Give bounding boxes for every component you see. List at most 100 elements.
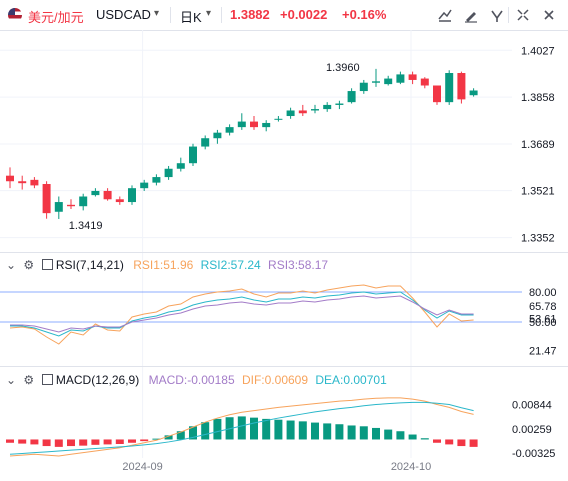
us-flag-icon (8, 8, 22, 22)
y-tick-label: 1.3352 (521, 233, 555, 245)
macd-histogram-bar (201, 422, 210, 440)
candle-body (250, 121, 258, 128)
candle-body (103, 190, 112, 200)
candle-body (18, 181, 27, 184)
gear-icon[interactable]: ⚙ (23, 373, 35, 387)
candle-body (115, 199, 124, 203)
y-tick-label: 1.4027 (521, 45, 555, 57)
candle-body (286, 110, 295, 117)
rsi-name: RSI(7,14,21) (55, 258, 124, 272)
last-price: 1.3882 (230, 7, 270, 22)
y-tick-label: 1.3689 (521, 139, 555, 151)
candle-body (140, 182, 149, 189)
dif-value: DIF:0.00609 (241, 373, 309, 387)
x-axis-label: 2024-09 (122, 461, 162, 473)
macd-histogram-bar (128, 439, 136, 443)
drawing-icon[interactable] (462, 6, 480, 24)
macd-histogram-bar (335, 424, 344, 440)
candle-body (274, 118, 283, 120)
indicator-icon[interactable] (436, 6, 454, 24)
rsi-y-tick-label: 53.61 (529, 313, 557, 325)
macd-histogram-bar (445, 439, 454, 445)
rsi-toggle-icon[interactable] (41, 259, 53, 270)
timeframe-selector[interactable]: 日K (180, 10, 202, 25)
macd-histogram-bar (469, 439, 478, 447)
macd-dif-line (9, 397, 474, 457)
candle-body (237, 121, 246, 128)
rsi-series-line (9, 284, 474, 345)
macd-histogram-bar (164, 435, 173, 440)
macd-y-tick-label: -0.00325 (512, 448, 555, 460)
macd-histogram-bar (67, 439, 75, 447)
chevron-down-icon[interactable]: ▾ (154, 8, 160, 19)
candle-body (420, 78, 429, 86)
macd-histogram-bar (262, 418, 271, 440)
macd-histogram-bar (189, 426, 197, 440)
macd-histogram-bar (237, 416, 246, 440)
rsi-legend: ⌄ ⚙ RSI(7,14,21) RSI1:51.96 RSI2:57.24 R… (6, 258, 328, 272)
candle-body (372, 81, 380, 83)
gear-icon[interactable]: ⚙ (23, 258, 35, 272)
candle-body (6, 175, 14, 182)
candle-body (79, 196, 88, 207)
rsi1-value: RSI1:51.96 (133, 258, 194, 272)
macd-histogram-bar (30, 439, 39, 445)
rsi-y-tick-label: 50.00 (529, 317, 557, 329)
candle-body (457, 73, 466, 100)
candle-body (323, 104, 332, 110)
macd-histogram-bar (323, 423, 332, 440)
macd-histogram-bar (311, 422, 319, 440)
candle-body (298, 110, 307, 114)
macd-histogram-bar (54, 439, 63, 447)
macd-histogram-bar (79, 439, 88, 446)
close-icon[interactable] (540, 6, 558, 24)
candle-body (311, 109, 319, 111)
candle-body (396, 74, 405, 83)
macd-histogram-bar (42, 439, 51, 447)
macd-histogram-bar (457, 439, 466, 447)
symbol-name-cn[interactable]: 美元/加元 (28, 10, 84, 25)
low-price-label: 1.3419 (69, 220, 103, 232)
macd-histogram-bar (250, 417, 258, 440)
macd-name: MACD(12,26,9) (55, 373, 140, 387)
macd-legend: ⌄ ⚙ MACD(12,26,9) MACD:-0.00185 DIF:0.00… (6, 373, 387, 387)
macd-histogram-bar (91, 439, 100, 445)
macd-histogram-bar (6, 439, 14, 443)
macd-value: MACD:-0.00185 (148, 373, 235, 387)
macd-histogram-bar (384, 429, 393, 440)
macd-histogram-bar (140, 439, 149, 442)
macd-histogram-bar (359, 426, 368, 440)
divider (508, 7, 509, 23)
settings-icon[interactable] (488, 6, 506, 24)
candle-body (213, 132, 222, 139)
rsi-y-tick-label: 21.47 (529, 346, 557, 358)
candle-body (189, 146, 197, 164)
fullscreen-icon[interactable] (514, 6, 532, 24)
candle-body (30, 179, 39, 186)
dea-value: DEA:0.00701 (315, 373, 387, 387)
rsi-series-line (10, 295, 474, 333)
candle-body (359, 82, 368, 92)
candle-body (262, 122, 271, 128)
eye-icon[interactable]: ⌄ (6, 373, 17, 387)
rsi-series-line (10, 291, 474, 337)
macd-histogram-bar (18, 439, 27, 444)
symbol-code[interactable]: USDCAD (96, 7, 151, 22)
chevron-down-icon[interactable]: ▾ (206, 8, 212, 19)
macd-histogram-bar (298, 421, 307, 440)
macd-histogram-bar (396, 431, 405, 440)
panel-divider (0, 252, 568, 253)
rsi-y-tick-label: 80.00 (529, 287, 557, 299)
macd-histogram-bar (213, 418, 222, 440)
divider (170, 7, 171, 23)
macd-histogram-bar (274, 419, 283, 440)
candle-body (91, 190, 100, 196)
high-price-label: 1.3960 (326, 62, 360, 74)
candle-body (164, 168, 173, 178)
macd-toggle-icon[interactable] (41, 374, 53, 385)
y-tick-label: 1.3858 (521, 92, 555, 104)
eye-icon[interactable]: ⌄ (6, 258, 17, 272)
candle-body (335, 103, 344, 105)
rsi3-value: RSI3:58.17 (268, 258, 329, 272)
